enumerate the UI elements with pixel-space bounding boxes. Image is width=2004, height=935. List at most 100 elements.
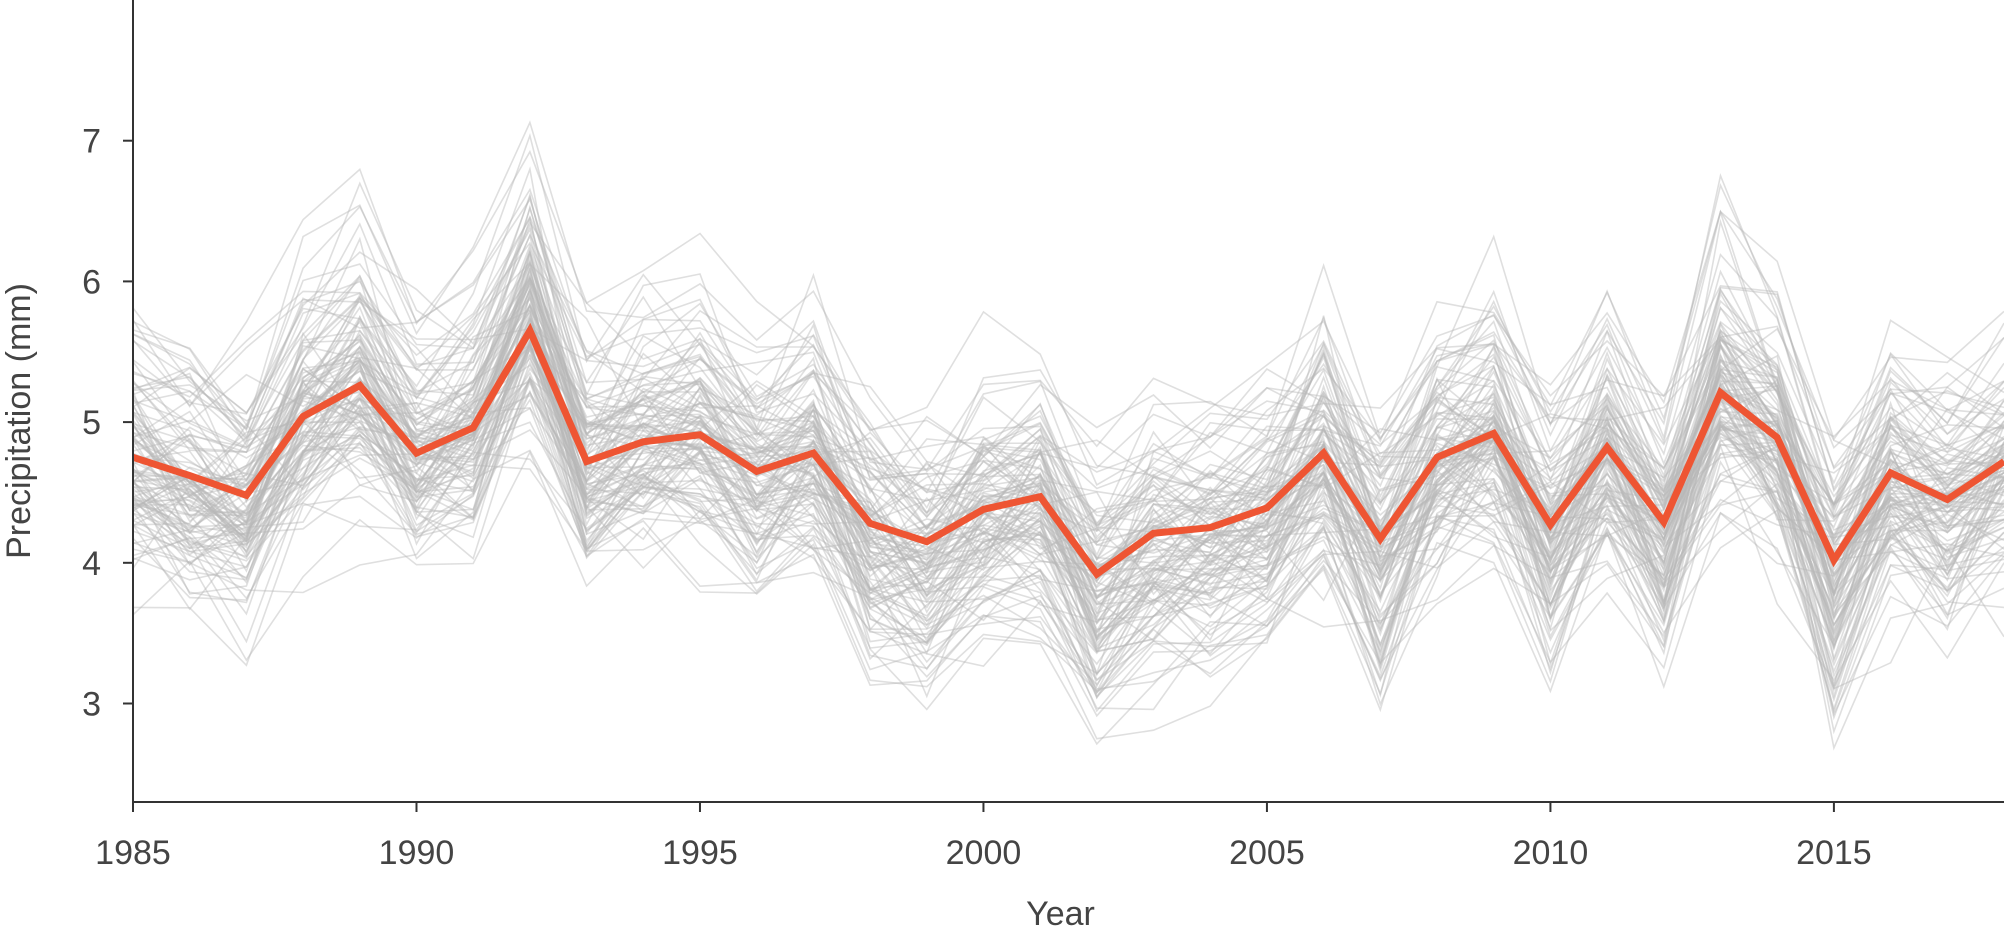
background-series-line [132, 287, 2004, 632]
background-series-line [132, 406, 2004, 624]
background-series-line [132, 249, 2004, 676]
x-axis-ticks: 1985 1990 1995 2000 2005 2010 2015 [95, 802, 1872, 872]
background-series-line [132, 227, 2004, 524]
background-series-line [132, 341, 2004, 692]
background-series-line [132, 197, 2004, 518]
background-series-line [132, 216, 2004, 614]
background-series-line [132, 426, 2004, 619]
background-series-line [132, 342, 2004, 598]
background-series-line [132, 280, 2004, 665]
background-series-line [132, 374, 2004, 703]
x-tick-label: 2015 [1796, 834, 1872, 872]
y-tick-label: 5 [82, 404, 101, 442]
background-series-line [132, 344, 2004, 537]
background-series-line [132, 182, 2004, 488]
background-series-line [132, 309, 2004, 543]
background-series-line [132, 218, 2004, 670]
background-series-line [132, 149, 2004, 486]
y-tick-label: 6 [82, 263, 101, 301]
background-series-line [132, 205, 2004, 594]
background-series-line [132, 344, 2004, 556]
background-series-line [132, 353, 2004, 653]
background-series-line [132, 309, 2004, 592]
background-series-line [132, 259, 2004, 642]
background-series-line [132, 375, 2004, 696]
background-series-line [132, 192, 2004, 600]
background-series-line [132, 275, 2004, 620]
background-series-line [132, 347, 2004, 622]
background-series-line [132, 333, 2004, 735]
background-series-line [132, 286, 2004, 695]
background-series-line [132, 120, 2004, 533]
background-series-line [132, 303, 2004, 550]
background-series-line [132, 233, 2004, 643]
background-series-group [132, 120, 2004, 751]
background-series-line [132, 243, 2004, 557]
background-series-line [132, 289, 2004, 651]
background-series-line [132, 166, 2004, 582]
background-series-line [132, 215, 2004, 540]
background-series-line [132, 181, 2004, 527]
x-tick-label: 2000 [946, 834, 1022, 872]
background-series-line [132, 306, 2004, 638]
background-series-line [132, 343, 2004, 686]
background-series-line [132, 344, 2004, 717]
x-tick-label: 1990 [379, 834, 455, 872]
background-series-line [132, 329, 2004, 618]
background-series-line [132, 319, 2004, 751]
background-series-line [132, 337, 2004, 561]
background-series-line [132, 278, 2004, 615]
background-series-line [132, 249, 2004, 609]
background-series-line [132, 281, 2004, 698]
y-tick-label: 4 [82, 545, 101, 583]
x-tick-label: 2005 [1229, 834, 1305, 872]
background-series-line [132, 267, 2004, 653]
background-series-line [132, 317, 2004, 544]
background-series-line [132, 261, 2004, 545]
background-series-line [132, 321, 2004, 620]
background-series-line [132, 253, 2004, 682]
background-series-line [132, 339, 2004, 700]
background-series-line [132, 360, 2004, 640]
background-series-line [132, 298, 2004, 469]
background-series-line [132, 313, 2004, 645]
highlight-series-group [131, 322, 2004, 579]
x-tick-label: 1985 [95, 834, 171, 872]
background-series-line [132, 340, 2004, 669]
background-series-line [132, 451, 2004, 622]
y-axis-ticks: 3 4 5 6 7 [82, 123, 133, 724]
background-series-line [132, 450, 2004, 711]
background-series-line [132, 389, 2004, 740]
background-series-line [132, 449, 2004, 650]
background-series-line [132, 313, 2004, 654]
x-axis-title: Year [1026, 895, 1095, 933]
background-series-line [132, 262, 2004, 689]
background-series-line [132, 310, 2004, 698]
background-series-line [132, 342, 2004, 655]
background-series-line [132, 322, 2004, 648]
background-series-line [132, 291, 2004, 712]
background-series-line [132, 367, 2004, 580]
background-series-line [132, 262, 2004, 562]
background-series-line [132, 297, 2004, 650]
background-series-line [132, 419, 2004, 568]
background-series-line [132, 216, 2004, 534]
background-series-line [132, 233, 2004, 512]
background-series-line [132, 187, 2004, 529]
background-series-line [132, 378, 2004, 597]
background-series-line [132, 293, 2004, 674]
background-series-line [132, 246, 2004, 569]
background-series-line [132, 304, 2004, 571]
background-series-line [132, 337, 2004, 721]
y-tick-label: 3 [82, 686, 101, 724]
background-series-line [132, 291, 2004, 714]
background-series-line [132, 387, 2004, 569]
highlight-series-line [131, 322, 2004, 579]
background-series-line [132, 317, 2004, 568]
x-tick-label: 1995 [662, 834, 738, 872]
background-series-line [132, 346, 2004, 690]
y-axis-title: Precipitation (mm) [0, 283, 38, 559]
background-series-line [132, 302, 2004, 637]
background-series-line [132, 132, 2004, 643]
background-series-line [132, 380, 2004, 679]
